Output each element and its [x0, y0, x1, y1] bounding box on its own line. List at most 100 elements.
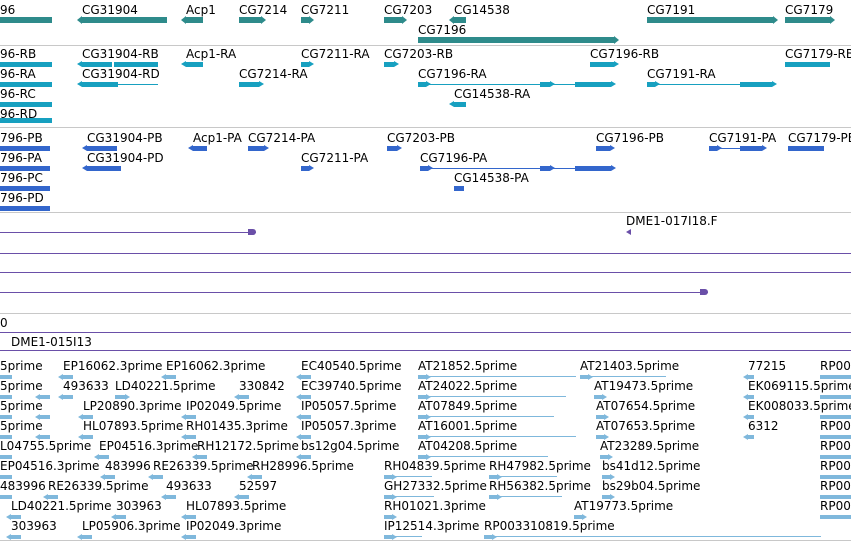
protein-feature-glyph[interactable] [0, 166, 50, 171]
est-feature-glyph[interactable] [580, 375, 588, 379]
est-feature-glyph[interactable] [820, 455, 851, 459]
est-feature-label[interactable]: AT21403.5prime [580, 359, 680, 373]
est-feature-glyph[interactable] [820, 475, 851, 479]
est-feature-glyph[interactable] [0, 475, 12, 479]
est-feature-label[interactable]: 77215 [748, 359, 787, 373]
est-feature-label[interactable]: LD40221.5prime [115, 379, 216, 393]
est-feature-label[interactable]: bs12g04.5prime [301, 439, 400, 453]
est-feature-glyph[interactable] [418, 375, 426, 379]
est-feature-glyph[interactable] [748, 395, 754, 399]
est-feature-label[interactable]: AT04208.5prime [418, 439, 518, 453]
est-feature-label[interactable]: RH28996.5prime [252, 459, 354, 473]
est-feature-label[interactable]: RH01021.3prime [384, 499, 486, 513]
protein-feature-label[interactable]: Acp1-PA [193, 131, 242, 145]
genes-feature-glyph[interactable] [785, 17, 830, 23]
est-feature-glyph[interactable] [0, 415, 12, 419]
est-feature-glyph[interactable] [600, 455, 608, 459]
est-feature-glyph[interactable] [484, 535, 492, 539]
genes-feature-label[interactable]: CG7203 [384, 3, 433, 17]
est-feature-glyph[interactable] [166, 375, 176, 379]
clone-span-line[interactable] [0, 350, 851, 351]
est-feature-label[interactable]: RP00 [820, 459, 851, 473]
protein-feature-glyph[interactable] [420, 166, 428, 171]
clone-span-line[interactable] [0, 232, 256, 233]
est-feature-label[interactable]: RP00 [820, 419, 851, 433]
genes-feature-label[interactable]: CG7191 [647, 3, 696, 17]
est-feature-label[interactable]: AT07654.5prime [596, 399, 696, 413]
protein-feature-glyph[interactable] [788, 146, 824, 151]
protein-feature-label[interactable]: CG31904-PD [87, 151, 164, 165]
protein-feature-label[interactable]: CG7196-PA [420, 151, 488, 165]
genes-feature-label[interactable]: CG7211 [301, 3, 350, 17]
est-feature-label[interactable]: 303963 [116, 499, 162, 513]
est-feature-glyph[interactable] [105, 475, 115, 479]
est-feature-glyph[interactable] [83, 435, 93, 439]
est-feature-label[interactable]: RP00 [820, 499, 851, 513]
est-feature-label[interactable]: AT07849.5prime [418, 399, 518, 413]
mrna-feature-glyph[interactable] [785, 62, 830, 67]
est-feature-glyph[interactable] [489, 475, 497, 479]
mrna-feature-label[interactable]: CG7203-RB [384, 47, 454, 61]
protein-feature-label[interactable]: CG7214-PA [248, 131, 316, 145]
est-feature-label[interactable]: RP00 [820, 439, 851, 453]
est-feature-label[interactable]: 330842 [239, 379, 285, 393]
est-feature-label[interactable]: bs29b04.5prime [602, 479, 701, 493]
mrna-feature-label[interactable]: Acp1-RA [186, 47, 237, 61]
est-feature-glyph[interactable] [40, 415, 50, 419]
est-feature-glyph[interactable] [197, 455, 207, 459]
est-feature-label[interactable]: 5prime [0, 399, 43, 413]
est-feature-glyph[interactable] [40, 395, 50, 399]
clone-left-arrow-icon[interactable] [626, 229, 631, 235]
est-feature-glyph[interactable] [186, 435, 196, 439]
est-feature-label[interactable]: IP02049.3prime [186, 519, 282, 533]
est-feature-glyph[interactable] [596, 435, 604, 439]
est-feature-glyph[interactable] [301, 375, 311, 379]
protein-feature-glyph[interactable] [193, 146, 207, 151]
mrna-feature-glyph[interactable] [590, 62, 614, 67]
est-feature-label[interactable]: AT07653.5prime [596, 419, 696, 433]
protein-feature-label[interactable]: CG7196-PB [596, 131, 665, 145]
est-feature-label[interactable]: EP16062.3prime [63, 359, 163, 373]
mrna-feature-glyph[interactable] [0, 82, 52, 87]
est-feature-label[interactable]: 493633 [166, 479, 212, 493]
clones-feature-label[interactable]: 0 [0, 316, 8, 330]
clones-feature-label[interactable]: DME1-017I18.F [626, 214, 718, 228]
mrna-feature-glyph[interactable] [301, 62, 309, 67]
est-feature-glyph[interactable] [418, 415, 426, 419]
est-feature-glyph[interactable] [748, 415, 754, 419]
mrna-feature-glyph[interactable] [0, 102, 52, 107]
est-feature-label[interactable]: RH56382.5prime [489, 479, 591, 493]
est-feature-glyph[interactable] [63, 375, 73, 379]
clone-span-line[interactable] [0, 253, 851, 254]
genes-feature-glyph[interactable] [647, 17, 773, 23]
est-feature-label[interactable]: EC39740.5prime [301, 379, 402, 393]
clone-span-line[interactable] [0, 272, 851, 273]
est-feature-glyph[interactable] [11, 515, 21, 519]
est-feature-label[interactable]: 5prime [0, 379, 43, 393]
est-feature-glyph[interactable] [115, 395, 125, 399]
mrna-feature-label[interactable]: CG7179-RB [785, 47, 851, 61]
est-feature-label[interactable]: RH47982.5prime [489, 459, 591, 473]
est-feature-label[interactable]: bs41d12.5prime [602, 459, 701, 473]
protein-feature-glyph[interactable] [0, 206, 50, 211]
est-feature-label[interactable]: RP003310819.5prime [484, 519, 615, 533]
est-feature-glyph[interactable] [63, 395, 73, 399]
clone-span-line[interactable] [0, 292, 708, 293]
protein-feature-glyph[interactable] [540, 166, 550, 171]
est-feature-label[interactable]: IP05057.3prime [301, 419, 397, 433]
est-feature-glyph[interactable] [418, 435, 426, 439]
est-feature-label[interactable]: LD40221.5prime [11, 499, 112, 513]
protein-feature-label[interactable]: 796-PA [0, 151, 42, 165]
est-feature-glyph[interactable] [153, 475, 163, 479]
est-feature-label[interactable]: 52597 [239, 479, 278, 493]
est-feature-label[interactable]: AT19773.5prime [574, 499, 674, 513]
mrna-feature-glyph[interactable] [575, 82, 611, 87]
est-feature-glyph[interactable] [301, 395, 311, 399]
protein-feature-glyph[interactable] [301, 166, 309, 171]
est-feature-label[interactable]: IP05057.5prime [301, 399, 397, 413]
protein-feature-label[interactable]: CG7191-PA [709, 131, 777, 145]
genes-feature-label[interactable]: Acp1 [186, 3, 216, 17]
est-feature-label[interactable]: LP05906.3prime [82, 519, 181, 533]
mrna-feature-glyph[interactable] [239, 82, 259, 87]
mrna-feature-glyph[interactable] [82, 62, 112, 67]
